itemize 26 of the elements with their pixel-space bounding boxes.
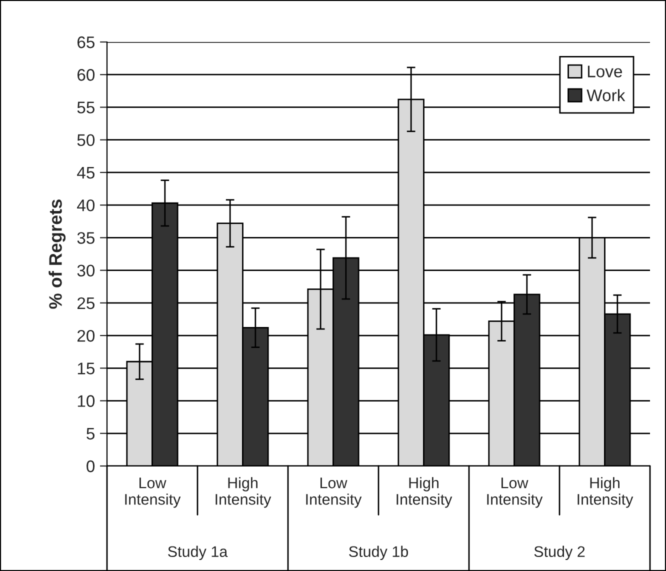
x-tick-label: High Intensity bbox=[578, 477, 634, 508]
y-tick-label: 15 bbox=[78, 362, 94, 374]
y-tick-label: 5 bbox=[86, 428, 94, 440]
y-tick-label: 45 bbox=[77, 167, 94, 179]
legend-label: Work bbox=[586, 89, 626, 102]
x-tick-label: High Intensity bbox=[396, 477, 452, 508]
y-tick-label: 30 bbox=[77, 264, 95, 277]
x-tick-label: High Intensity bbox=[216, 477, 272, 508]
text: Study 1a bbox=[168, 546, 228, 560]
text: Study 1b bbox=[349, 546, 408, 560]
x-tick-label: Low Intensity bbox=[487, 478, 543, 508]
y-tick-label: 40 bbox=[77, 199, 95, 212]
y-tick-label: 25 bbox=[77, 297, 94, 310]
y-tick-label: 55 bbox=[77, 102, 94, 114]
x-tick-label: Low Intensity bbox=[306, 478, 362, 508]
y-tick-label: 65 bbox=[78, 36, 94, 48]
y-axis-title: % of Regrets bbox=[48, 200, 66, 309]
y-tick-label: 0 bbox=[86, 460, 95, 472]
y-tick-label: 35 bbox=[77, 232, 94, 244]
y-tick-label: 60 bbox=[78, 69, 95, 81]
y-tick-label: 10 bbox=[78, 395, 95, 407]
y-tick-label: 50 bbox=[77, 134, 95, 146]
x-tick-label: Low Intensity bbox=[125, 478, 181, 508]
text: Study 2 bbox=[534, 546, 585, 560]
y-tick-label: 20 bbox=[77, 330, 95, 342]
legend-label: Love bbox=[588, 66, 622, 78]
